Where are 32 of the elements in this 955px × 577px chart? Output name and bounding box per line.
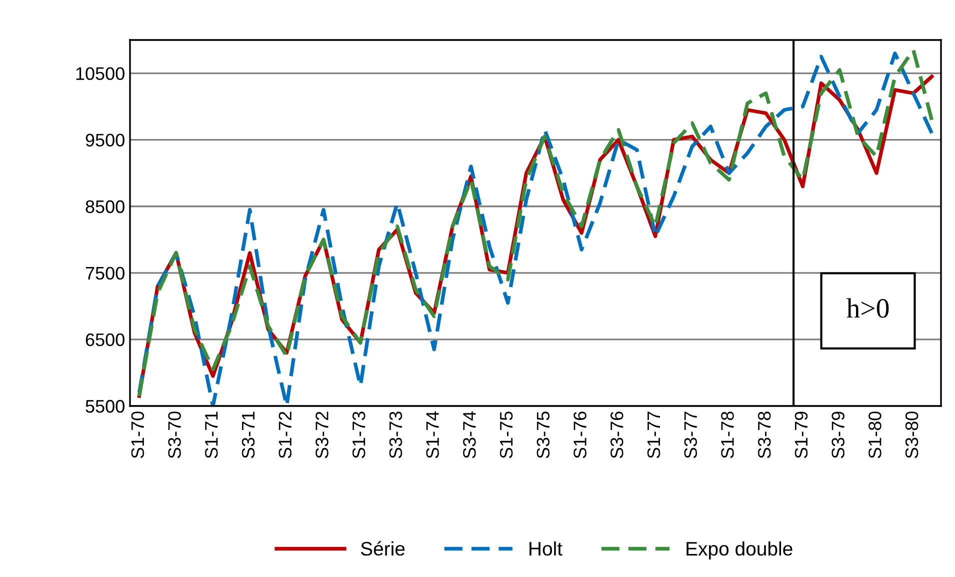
x-tick-label: S3-79 [832, 412, 844, 458]
x-tick-label: S1-77 [647, 412, 660, 458]
x-tick-label: S1-79 [794, 412, 808, 458]
x-tick-label: S3-75 [536, 412, 550, 458]
legend-label: Série [360, 541, 405, 556]
y-tick-label: 6500 [86, 333, 124, 346]
x-tick-label: S3-73 [389, 412, 402, 458]
y-tick-label: 7500 [86, 266, 124, 280]
x-tick-label: S3-80 [905, 412, 918, 458]
x-tick-label: S3-77 [684, 412, 698, 458]
legend-label: Expo double [686, 541, 792, 560]
x-tick-label: S1-72 [278, 412, 292, 458]
x-tick-label: S3-70 [168, 412, 181, 458]
x-tick-label: S3-78 [758, 412, 771, 458]
annotation: h>0 [846, 298, 889, 318]
y-tick-label: 5500 [86, 400, 124, 413]
x-tick-label: S1-73 [352, 412, 366, 458]
x-tick-label: S3-74 [463, 411, 476, 458]
x-tick-label: S3-72 [316, 412, 328, 458]
x-tick-label: S1-74 [426, 411, 439, 458]
y-tick-label: 9500 [86, 134, 124, 147]
x-tick-label: S3-76 [610, 412, 624, 458]
x-tick-label: S1-76 [574, 412, 586, 458]
x-tick-label: S1-80 [868, 412, 882, 458]
y-tick-label: 10500 [76, 67, 124, 80]
x-tick-label: S1-71 [205, 412, 218, 458]
legend-label: Holt [530, 541, 562, 556]
x-tick-label: S1-70 [131, 412, 144, 458]
x-tick-label: S1-78 [721, 412, 734, 458]
x-tick-label: S1-75 [500, 412, 513, 458]
y-tick-label: 8500 [86, 200, 124, 214]
x-tick-label: S3-71 [242, 412, 255, 458]
